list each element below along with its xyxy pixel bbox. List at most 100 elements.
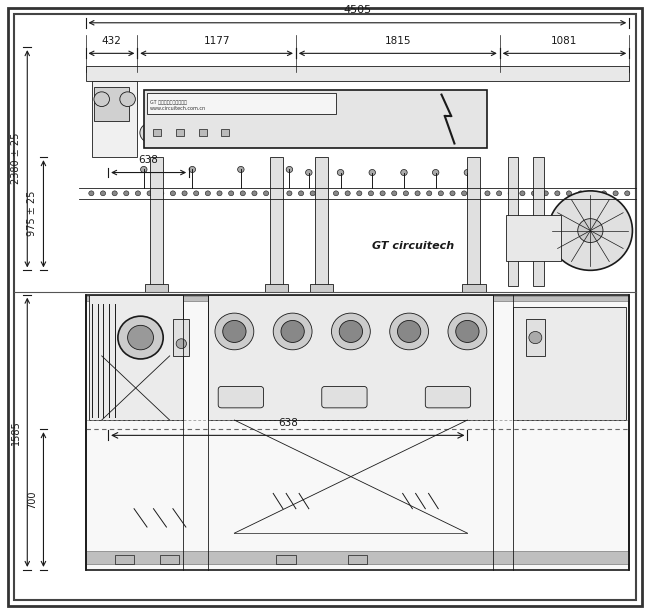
Circle shape [286,166,292,173]
Circle shape [543,191,549,196]
Bar [199,128,207,136]
Circle shape [398,321,421,343]
Circle shape [415,191,420,196]
Circle shape [438,191,443,196]
Bar [315,157,328,286]
Circle shape [426,191,432,196]
Bar [209,295,493,420]
Bar [467,157,480,286]
Circle shape [127,325,153,350]
Bar [265,284,288,292]
Circle shape [205,191,211,196]
Circle shape [464,169,471,176]
Bar [310,284,333,292]
Text: GT 上海巨传电子有限公司
www.circuitech.com.cn: GT 上海巨传电子有限公司 www.circuitech.com.cn [150,100,207,111]
Text: 638: 638 [278,418,298,428]
Text: 638: 638 [138,155,159,165]
Circle shape [263,191,268,196]
Circle shape [400,169,407,176]
Text: 975 ± 25: 975 ± 25 [27,191,37,236]
Circle shape [432,169,439,176]
Circle shape [159,191,164,196]
Bar [86,66,629,81]
Circle shape [182,191,187,196]
Bar [506,216,561,261]
Bar [86,296,629,301]
Circle shape [390,313,428,350]
Circle shape [94,92,109,106]
Bar [462,284,486,292]
Bar [513,307,626,420]
Circle shape [287,191,292,196]
Circle shape [403,191,408,196]
Circle shape [118,316,163,359]
Bar [160,554,179,564]
Text: GT circuitech: GT circuitech [372,241,454,251]
Circle shape [229,191,234,196]
Circle shape [520,191,525,196]
Circle shape [215,313,254,350]
Bar [153,128,161,136]
Circle shape [176,339,187,349]
FancyBboxPatch shape [322,386,367,408]
Circle shape [590,191,595,196]
Circle shape [306,169,312,176]
Circle shape [272,123,293,142]
Circle shape [252,191,257,196]
Circle shape [217,191,222,196]
Circle shape [345,191,350,196]
Circle shape [450,191,455,196]
Circle shape [135,191,140,196]
Circle shape [369,191,374,196]
Bar [348,554,367,564]
Circle shape [100,191,105,196]
Circle shape [124,191,129,196]
Text: 1585: 1585 [10,420,21,445]
Circle shape [189,166,196,173]
Circle shape [392,191,397,196]
Circle shape [298,191,304,196]
Circle shape [238,166,244,173]
Circle shape [448,313,487,350]
Circle shape [275,191,280,196]
Bar [147,93,335,114]
Circle shape [339,321,363,343]
Bar [114,554,134,564]
Circle shape [310,191,315,196]
Circle shape [578,191,583,196]
Bar [534,157,544,286]
Bar [270,157,283,286]
Bar [150,157,163,286]
Circle shape [140,166,147,173]
Circle shape [357,191,362,196]
Text: 1815: 1815 [385,36,411,46]
Circle shape [549,191,632,270]
Circle shape [601,191,606,196]
Circle shape [170,191,176,196]
Circle shape [380,191,385,196]
Circle shape [613,191,618,196]
Circle shape [473,191,478,196]
FancyBboxPatch shape [425,386,471,408]
Circle shape [508,191,514,196]
Circle shape [369,169,376,176]
Circle shape [578,219,603,243]
Circle shape [625,191,630,196]
Circle shape [223,321,246,343]
Circle shape [194,191,199,196]
Circle shape [497,191,502,196]
Bar [92,81,137,157]
Bar [176,128,184,136]
Circle shape [333,191,339,196]
Text: 2380 ± 25: 2380 ± 25 [10,133,21,184]
Circle shape [532,191,537,196]
Circle shape [337,169,344,176]
Circle shape [281,321,304,343]
Circle shape [273,313,312,350]
Bar [86,551,629,564]
Bar [86,295,629,570]
Text: 1177: 1177 [203,36,230,46]
Text: 4505: 4505 [343,6,371,15]
Text: 700: 700 [27,491,37,509]
Circle shape [462,191,467,196]
